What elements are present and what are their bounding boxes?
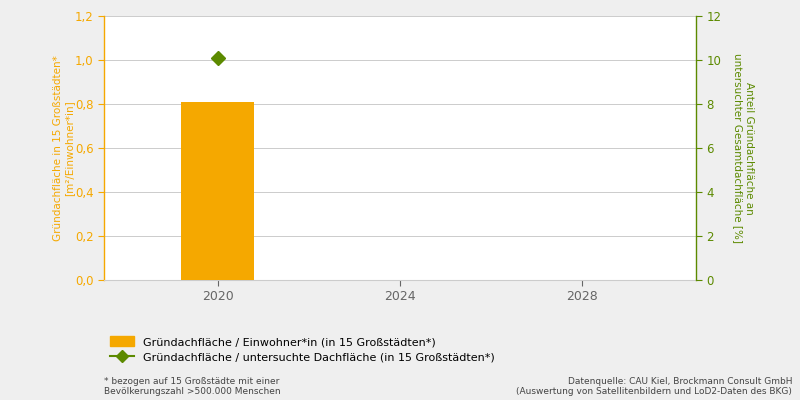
Legend: Gründachfläche / Einwohner*in (in 15 Großstädten*), Gründachfläche / untersuchte: Gründachfläche / Einwohner*in (in 15 Gro… xyxy=(110,336,494,362)
Bar xyxy=(182,102,254,280)
Text: Datenquelle: CAU Kiel, Brockmann Consult GmbH
(Auswertung von Satellitenbildern : Datenquelle: CAU Kiel, Brockmann Consult… xyxy=(516,377,792,396)
Text: * bezogen auf 15 Großstädte mit einer
Bevölkerungszahl >500.000 Menschen: * bezogen auf 15 Großstädte mit einer Be… xyxy=(104,377,281,396)
Y-axis label: Anteil Gründachfläche an
untersuchter Gesamtdachfläche [%]: Anteil Gründachfläche an untersuchter Ge… xyxy=(733,53,754,243)
Y-axis label: Gründachfläche in 15 Großstädten*
[m²/Einwohner*in]: Gründachfläche in 15 Großstädten* [m²/Ei… xyxy=(53,55,74,241)
